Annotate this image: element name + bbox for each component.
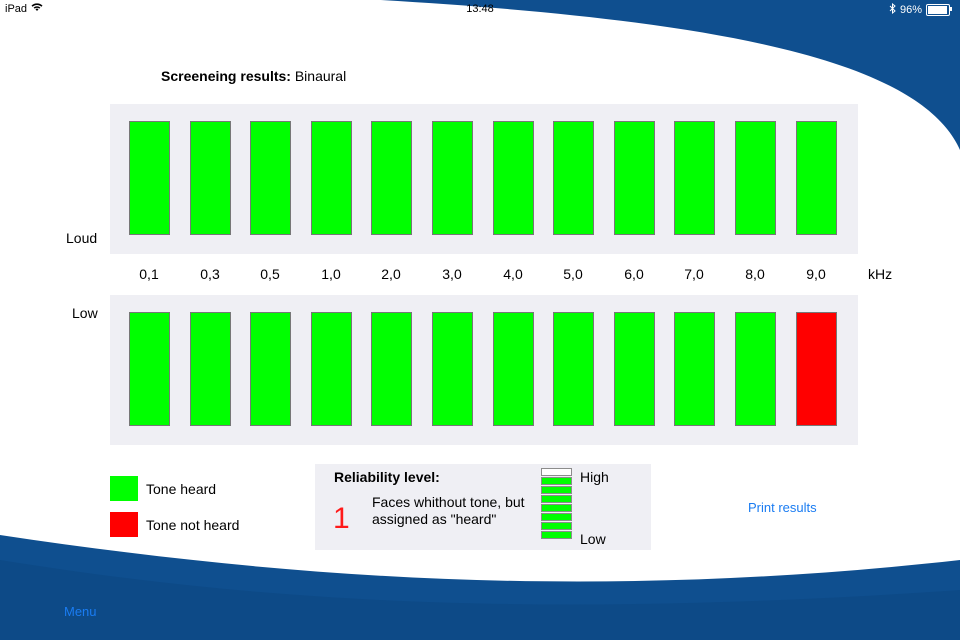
- frequency-label: 4,0: [503, 266, 523, 282]
- frequency-label: 0,1: [139, 266, 159, 282]
- loud-label: Loud: [66, 230, 98, 246]
- battery-percent: 96%: [899, 4, 922, 16]
- print-results-button[interactable]: Print results: [748, 500, 817, 515]
- reliability-number: 1: [333, 502, 350, 535]
- low-bar-12: [796, 312, 837, 426]
- loud-bar-11: [735, 121, 776, 235]
- battery-icon: [926, 4, 952, 16]
- status-bar: iPad 13:48 96%: [0, 0, 960, 18]
- reliability-title: Reliability level:: [334, 469, 440, 485]
- legend-not-heard-label: Tone not heard: [146, 517, 240, 533]
- low-bar-1: [129, 312, 170, 426]
- loud-bar-8: [553, 121, 594, 235]
- low-bar-9: [614, 312, 655, 426]
- reliability-segment: [541, 495, 572, 503]
- reliability-segment: [541, 531, 572, 539]
- frequency-label: 8,0: [745, 266, 765, 282]
- low-results-panel: [110, 295, 858, 445]
- legend-heard-label: Tone heard: [146, 481, 217, 497]
- legend-heard-swatch: [110, 476, 138, 501]
- low-bar-2: [190, 312, 231, 426]
- low-label: Low: [72, 305, 98, 321]
- reliability-segment: [541, 468, 572, 476]
- low-bar-8: [553, 312, 594, 426]
- loud-results-panel: [110, 104, 858, 254]
- frequency-label: 2,0: [381, 266, 401, 282]
- low-bar-3: [250, 312, 291, 426]
- loud-bar-4: [311, 121, 352, 235]
- loud-bar-10: [674, 121, 715, 235]
- frequency-label: 3,0: [442, 266, 462, 282]
- loud-bar-6: [432, 121, 473, 235]
- reliability-segment: [541, 513, 572, 521]
- frequency-label: 6,0: [624, 266, 644, 282]
- wifi-icon: [31, 3, 43, 15]
- reliability-panel: Reliability level: 1 Faces whithout tone…: [315, 464, 651, 550]
- reliability-scale: [541, 468, 572, 540]
- frequency-label: 0,3: [200, 266, 220, 282]
- reliability-description: Faces whithout tone, but assigned as "he…: [372, 494, 525, 527]
- frequency-label: 1,0: [321, 266, 341, 282]
- reliability-low-label: Low: [580, 531, 606, 547]
- low-bar-7: [493, 312, 534, 426]
- legend-not-heard-swatch: [110, 512, 138, 537]
- title-label: Screeneing results:: [161, 68, 291, 84]
- reliability-segment: [541, 477, 572, 485]
- title-value: Binaural: [294, 68, 347, 84]
- loud-bar-12: [796, 121, 837, 235]
- loud-bar-3: [250, 121, 291, 235]
- device-name: iPad: [5, 3, 28, 15]
- low-bar-6: [432, 312, 473, 426]
- low-bar-11: [735, 312, 776, 426]
- loud-bar-7: [493, 121, 534, 235]
- frequency-label: 7,0: [684, 266, 704, 282]
- reliability-high-label: High: [580, 469, 609, 485]
- frequency-label: 5,0: [563, 266, 583, 282]
- menu-button[interactable]: Menu: [64, 604, 97, 619]
- loud-bar-1: [129, 121, 170, 235]
- frequency-unit: kHz: [868, 266, 893, 282]
- low-bar-5: [371, 312, 412, 426]
- low-bar-10: [674, 312, 715, 426]
- reliability-segment: [541, 504, 572, 512]
- loud-bar-5: [371, 121, 412, 235]
- bluetooth-icon: [889, 2, 896, 17]
- reliability-segment: [541, 522, 572, 530]
- loud-bar-9: [614, 121, 655, 235]
- reliability-segment: [541, 486, 572, 494]
- loud-bar-2: [190, 121, 231, 235]
- frequency-label: 0,5: [260, 266, 280, 282]
- low-bar-4: [311, 312, 352, 426]
- page-title: Screeneing results: Binaural: [161, 68, 346, 84]
- frequency-label: 9,0: [806, 266, 826, 282]
- clock: 13:48: [466, 3, 494, 15]
